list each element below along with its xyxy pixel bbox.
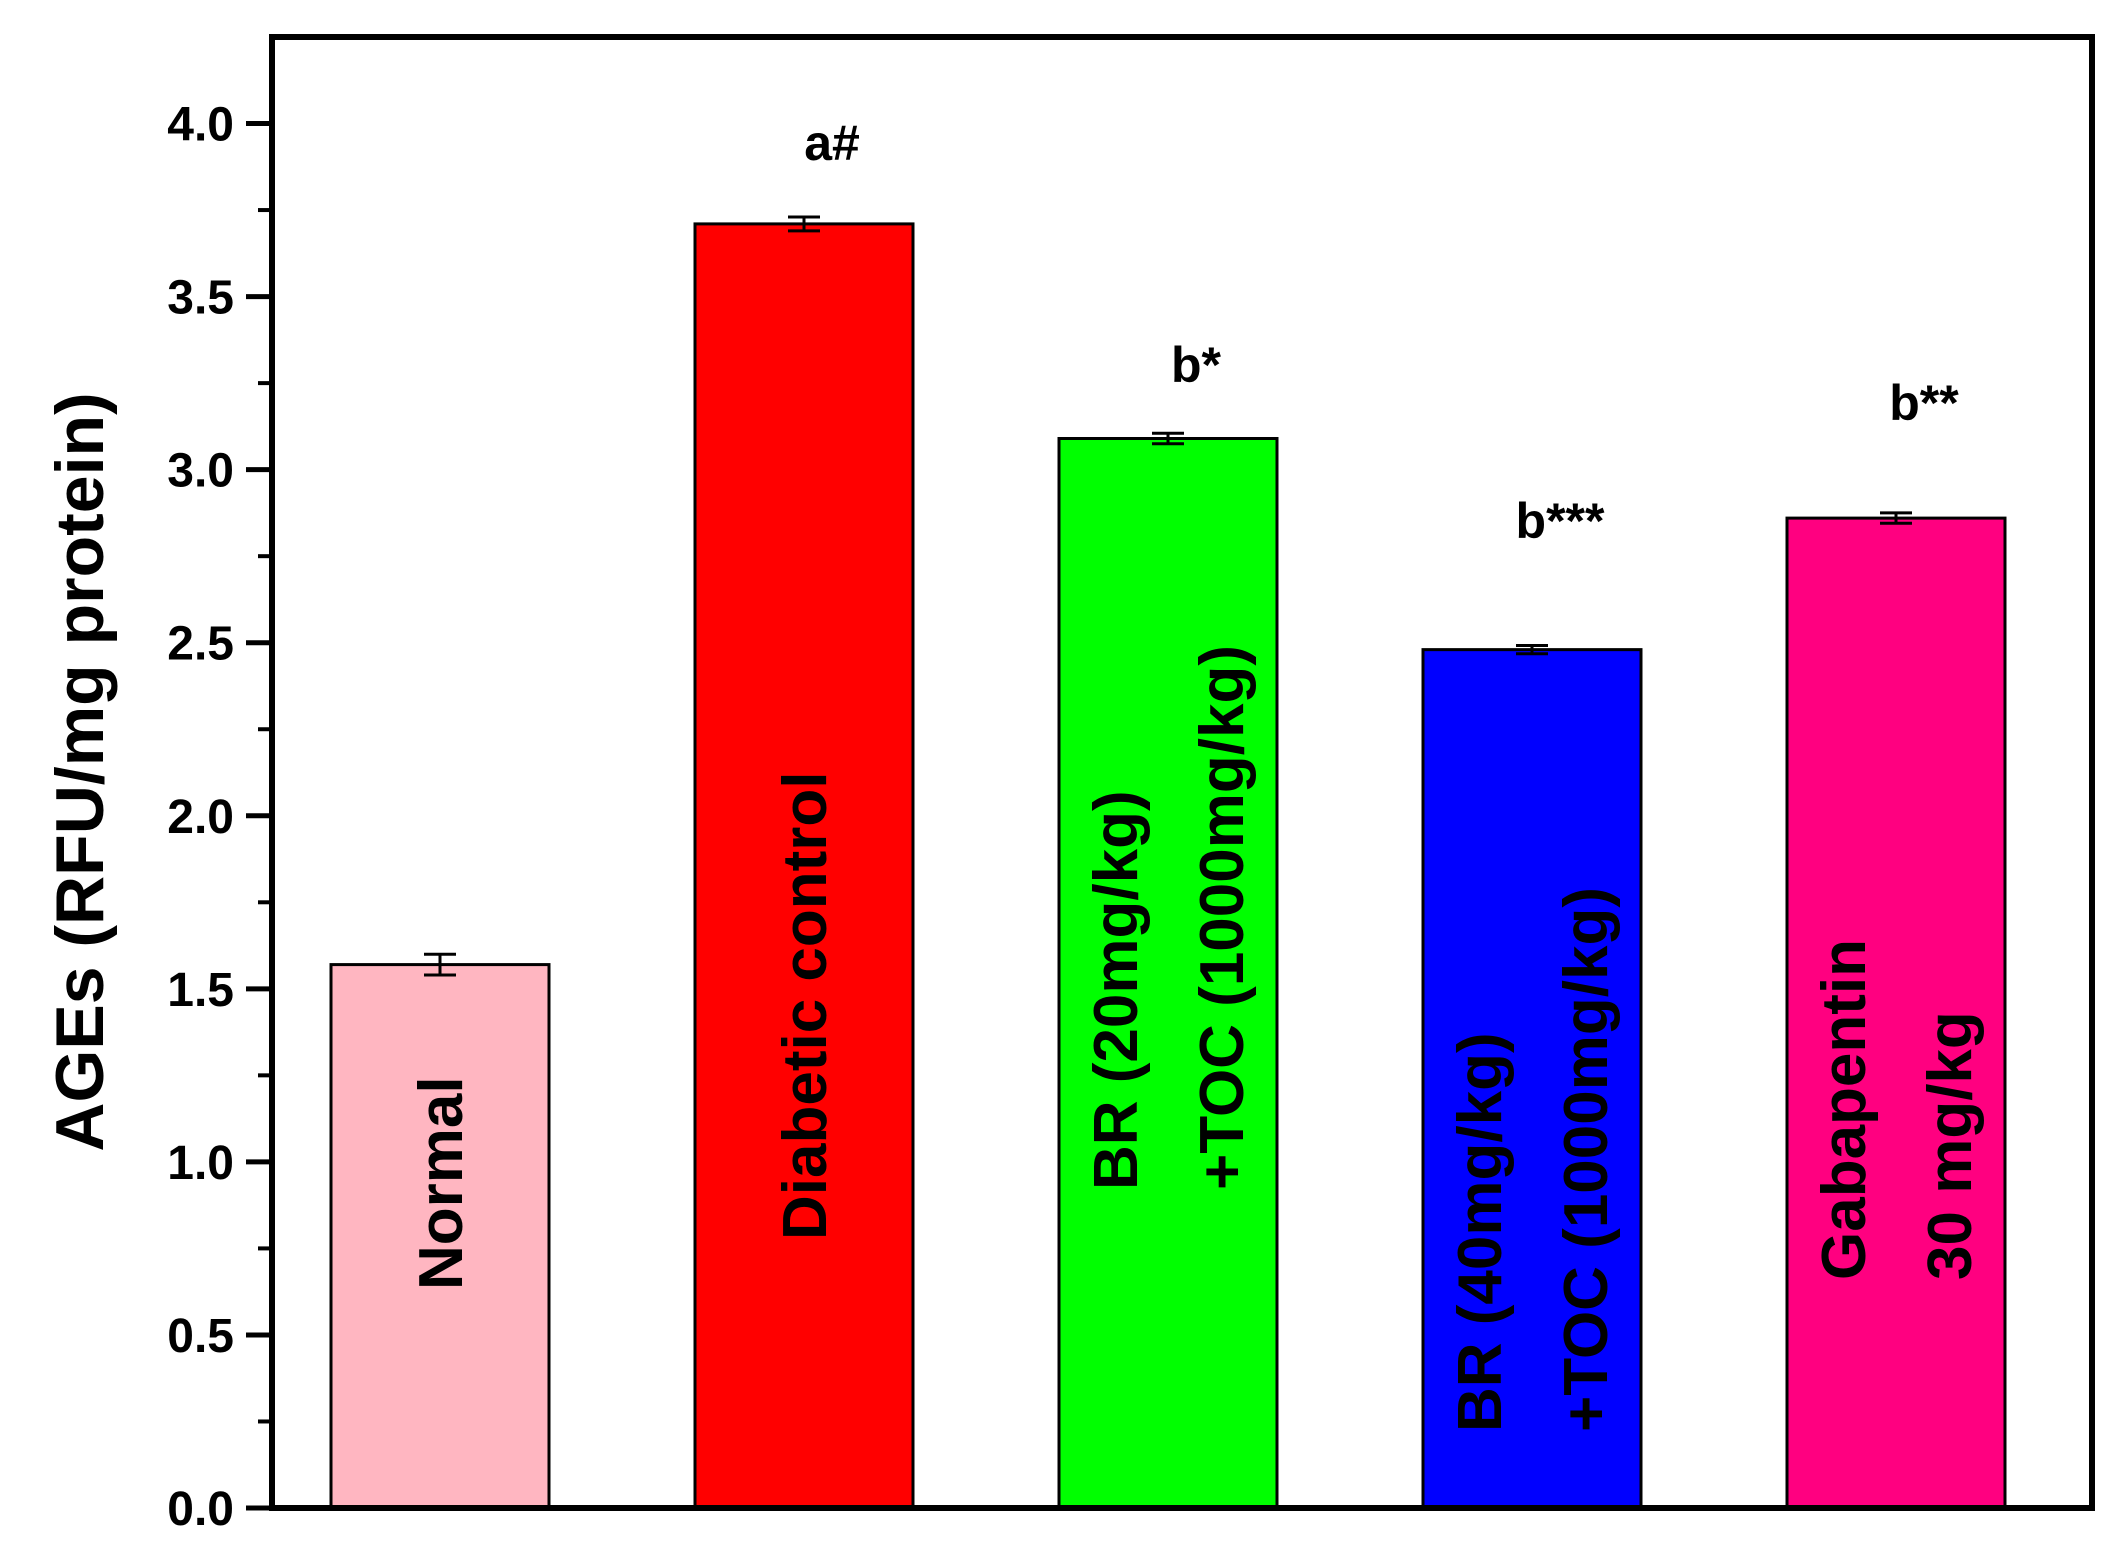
error-bars [424, 215, 1912, 977]
bar-labels: Normal Diabetic control BR (20mg/kg) +TOC (… [407, 645, 1985, 1432]
y-tick-label: 3.0 [167, 445, 234, 498]
error-bar [788, 215, 820, 233]
bars [329, 222, 2007, 1510]
bar-category-label: BR (20mg/kg) +TOC (1000mg/kg) [1082, 645, 1257, 1190]
bar-label-line: 30 mg/kg [1916, 1011, 1985, 1280]
bar [329, 963, 551, 1510]
bar-category-label: Gabapentin 30 mg/kg [1810, 939, 1985, 1280]
bar-label-line: +TOC (1000mg/kg) [1552, 887, 1621, 1432]
bar [1057, 436, 1279, 1510]
bar-label-line: Normal [407, 1076, 476, 1290]
y-axis-ticks: 0.0 0.5 1.0 1.5 2.0 2.5 3.0 3.5 4.0 [167, 99, 272, 1536]
y-tick-label: 1.5 [167, 964, 234, 1017]
bar [1785, 516, 2007, 1510]
y-tick-label: 2.5 [167, 618, 234, 671]
y-tick-label: 4.0 [167, 99, 234, 152]
y-tick-label: 0.5 [167, 1310, 234, 1363]
y-tick-label: 2.0 [167, 791, 234, 844]
error-bar [1152, 431, 1184, 446]
bar-label-line: BR (20mg/kg) [1082, 790, 1151, 1190]
bar-label-line: Gabapentin [1810, 939, 1879, 1280]
y-axis-title: AGEs (RFU/mg protein) [42, 392, 118, 1151]
bar-category-label: Diabetic control [771, 771, 840, 1240]
error-bar [424, 952, 456, 977]
bar [1421, 648, 1643, 1510]
annotations: a# b* b*** b** [804, 115, 1959, 549]
significance-annotation: a# [804, 115, 860, 171]
y-tick-label: 0.0 [167, 1483, 234, 1536]
significance-annotation: b*** [1516, 493, 1605, 549]
bar-category-label: Normal [407, 1076, 476, 1290]
bar-label-line: +TOC (1000mg/kg) [1188, 645, 1257, 1190]
error-bar [1880, 511, 1912, 525]
significance-annotation: b* [1171, 337, 1222, 393]
y-tick-label: 1.0 [167, 1137, 234, 1190]
bar-label-line: BR (40mg/kg) [1446, 1032, 1515, 1432]
bar-label-line: Diabetic control [771, 771, 840, 1240]
plot-frame [269, 34, 2095, 1511]
bar-category-label: BR (40mg/kg) +TOC (1000mg/kg) [1446, 887, 1621, 1432]
bar [693, 222, 915, 1510]
y-tick-label: 3.5 [167, 272, 234, 325]
error-bar [1516, 643, 1548, 656]
significance-annotation: b** [1889, 375, 1959, 431]
